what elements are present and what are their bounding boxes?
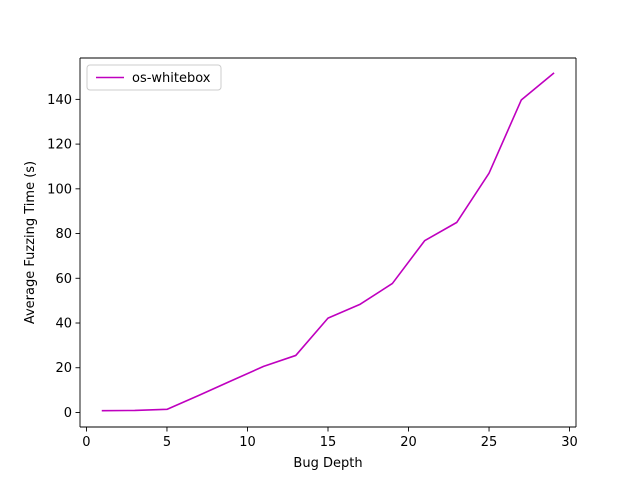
x-tick-label: 20 [400,435,417,450]
data-point [488,172,490,174]
y-tick-label: 140 [47,93,72,108]
x-tick-label: 30 [561,435,578,450]
data-point [198,394,200,396]
x-tick-label: 0 [82,435,90,450]
y-axis-title: Average Fuzzing Time (s) [23,161,38,324]
y-tick-label: 20 [55,361,72,376]
data-point [231,380,233,382]
series-line-os-whitebox [101,72,555,412]
data-point [553,73,555,75]
data-point [102,410,104,412]
data-point [134,410,136,412]
data-point [359,303,361,305]
data-point [327,317,329,319]
data-point [456,222,458,224]
data-point [424,240,426,242]
x-tick-label: 25 [481,435,498,450]
y-tick-label: 80 [55,227,72,242]
data-point [295,355,297,357]
legend-label: os-whitebox [132,71,211,86]
legend-box [86,64,222,91]
data-point [263,366,265,368]
axes: 0 5 10 15 20 25 30 0 20 40 60 80 100 120 140 [47,57,578,450]
x-tick-label: 5 [163,435,171,450]
x-tick-label: 10 [239,435,256,450]
plot-area [80,58,576,427]
y-tick-label: 60 [55,272,72,287]
data-point [392,283,394,285]
plot-background [80,58,576,427]
y-tick-label: 0 [64,406,72,421]
legend: os-whitebox [86,64,222,91]
x-tick-label: 15 [320,435,337,450]
data-point [520,99,522,101]
y-tick-label: 120 [47,138,72,153]
y-tick-label: 40 [55,317,72,332]
data-point [166,409,168,411]
x-axis-title: Bug Depth [293,456,362,471]
series-lines [101,72,555,412]
y-tick-label: 100 [47,182,72,197]
